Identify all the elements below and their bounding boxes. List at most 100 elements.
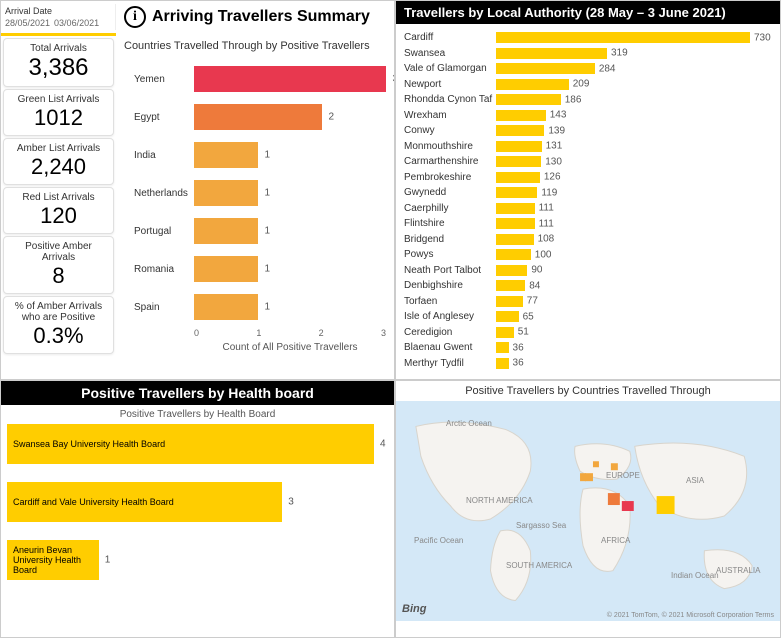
la-value: 319	[611, 48, 628, 59]
la-row: Carmarthenshire 130	[404, 154, 750, 170]
country-label: Netherlands	[134, 188, 194, 199]
la-value: 36	[513, 358, 524, 369]
la-value: 130	[545, 156, 562, 167]
la-value: 65	[523, 311, 534, 322]
la-value: 143	[550, 110, 567, 121]
stat-label: Amber List Arrivals	[10, 143, 107, 154]
map-svg	[396, 401, 780, 621]
stat-card: Positive Amber Arrivals8	[3, 236, 114, 294]
la-bar	[496, 141, 542, 152]
la-value: 90	[531, 265, 542, 276]
stat-value: 120	[10, 203, 107, 229]
la-row: Isle of Anglesey65	[404, 309, 750, 325]
stat-value: 2,240	[10, 154, 107, 180]
la-value: 84	[529, 280, 540, 291]
country-value: 1	[264, 302, 270, 313]
map-marker-netherlands	[593, 461, 599, 467]
country-bar: 1	[194, 218, 258, 244]
la-label: Newport	[404, 79, 496, 90]
hb-value: 1	[105, 555, 111, 566]
stat-value: 8	[10, 263, 107, 289]
la-label: Torfaen	[404, 296, 496, 307]
la-label: Carmarthenshire	[404, 156, 496, 167]
date-filter[interactable]: Arrival Date 28/05/2021 03/06/2021	[1, 4, 116, 30]
la-row: Swansea 319	[404, 46, 750, 62]
la-bar	[496, 172, 540, 183]
page-title: Arriving Travellers Summary	[152, 8, 370, 26]
la-value: 36	[513, 342, 524, 353]
country-bar-row: Netherlands1	[134, 174, 386, 212]
la-chart: Cardiff730Swansea319Vale of Glamorgan284…	[396, 24, 780, 377]
la-bar	[496, 249, 531, 260]
country-label: Portugal	[134, 226, 194, 237]
la-value: 730	[754, 32, 771, 43]
la-label: Conwy	[404, 125, 496, 136]
summary-panel: Arrival Date 28/05/2021 03/06/2021 i Arr…	[0, 0, 395, 380]
info-icon[interactable]: i	[124, 6, 146, 28]
country-bar-row: Egypt2	[134, 98, 386, 136]
la-value: 108	[538, 234, 555, 245]
la-bar	[496, 296, 523, 307]
la-bar	[496, 203, 535, 214]
map-marker-india	[657, 496, 675, 514]
la-bar	[496, 110, 546, 121]
country-label: Spain	[134, 302, 194, 313]
stat-label: Red List Arrivals	[10, 192, 107, 203]
la-bar	[496, 63, 595, 74]
la-label: Swansea	[404, 48, 496, 59]
country-bar: 1	[194, 180, 258, 206]
stat-card: Amber List Arrivals2,240	[3, 138, 114, 185]
country-bar: 2	[194, 104, 322, 130]
la-bar	[496, 32, 750, 43]
chart-title: Countries Travelled Through by Positive …	[124, 40, 386, 52]
stat-label: Positive Amber Arrivals	[10, 241, 107, 263]
date-to: 03/06/2021	[54, 18, 99, 28]
stat-label: Total Arrivals	[10, 43, 107, 54]
country-bar-row: Romania1	[134, 250, 386, 288]
la-value: 209	[573, 79, 590, 90]
stat-card: Green List Arrivals1012	[3, 89, 114, 136]
country-bar-row: Yemen3	[134, 60, 386, 98]
country-label: Yemen	[134, 74, 194, 85]
la-label: Gwynedd	[404, 187, 496, 198]
stat-card: Total Arrivals3,386	[3, 38, 114, 87]
la-label: Flintshire	[404, 218, 496, 229]
hb-value: 3	[288, 497, 294, 508]
la-value: 119	[541, 187, 557, 198]
hb-bar: Aneurin Bevan University Health Board	[7, 540, 99, 580]
la-value: 139	[548, 125, 565, 136]
country-bar: 1	[194, 294, 258, 320]
la-bar	[496, 280, 525, 291]
la-row: Neath Port Talbot 90	[404, 263, 750, 279]
la-bar	[496, 342, 509, 353]
la-row: Merthyr Tydfil 36	[404, 356, 750, 372]
la-bar	[496, 218, 535, 229]
hb-row: Swansea Bay University Health Board4	[7, 424, 374, 464]
la-label: Merthyr Tydfil	[404, 358, 496, 369]
date-filter-label: Arrival Date	[5, 6, 111, 16]
country-value: 1	[264, 264, 270, 275]
la-row: Bridgend108	[404, 232, 750, 248]
la-label: Pembrokeshire	[404, 172, 496, 183]
la-value: 51	[518, 327, 529, 338]
la-value: 126	[544, 172, 561, 183]
map-title: Positive Travellers by Countries Travell…	[396, 381, 780, 401]
la-label: Neath Port Talbot	[404, 265, 496, 276]
country-label: Egypt	[134, 112, 194, 123]
la-value: 131	[546, 141, 563, 152]
la-label: Monmouthshire	[404, 141, 496, 152]
country-value: 1	[264, 226, 270, 237]
country-bar-row: Spain1	[134, 288, 386, 326]
la-bar	[496, 234, 534, 245]
la-bar	[496, 79, 569, 90]
stat-card: Red List Arrivals120	[3, 187, 114, 234]
stat-value: 1012	[10, 105, 107, 131]
countries-chart: Countries Travelled Through by Positive …	[116, 36, 394, 379]
map-marker-romania	[611, 463, 618, 470]
country-bar: 3	[194, 66, 386, 92]
world-map[interactable]: Arctic OceanNORTH AMERICAEUROPEASIAAFRIC…	[396, 401, 780, 621]
hb-bar: Swansea Bay University Health Board	[7, 424, 374, 464]
la-row: Powys100	[404, 247, 750, 263]
la-label: Vale of Glamorgan	[404, 63, 496, 74]
la-label: Denbighshire	[404, 280, 496, 291]
